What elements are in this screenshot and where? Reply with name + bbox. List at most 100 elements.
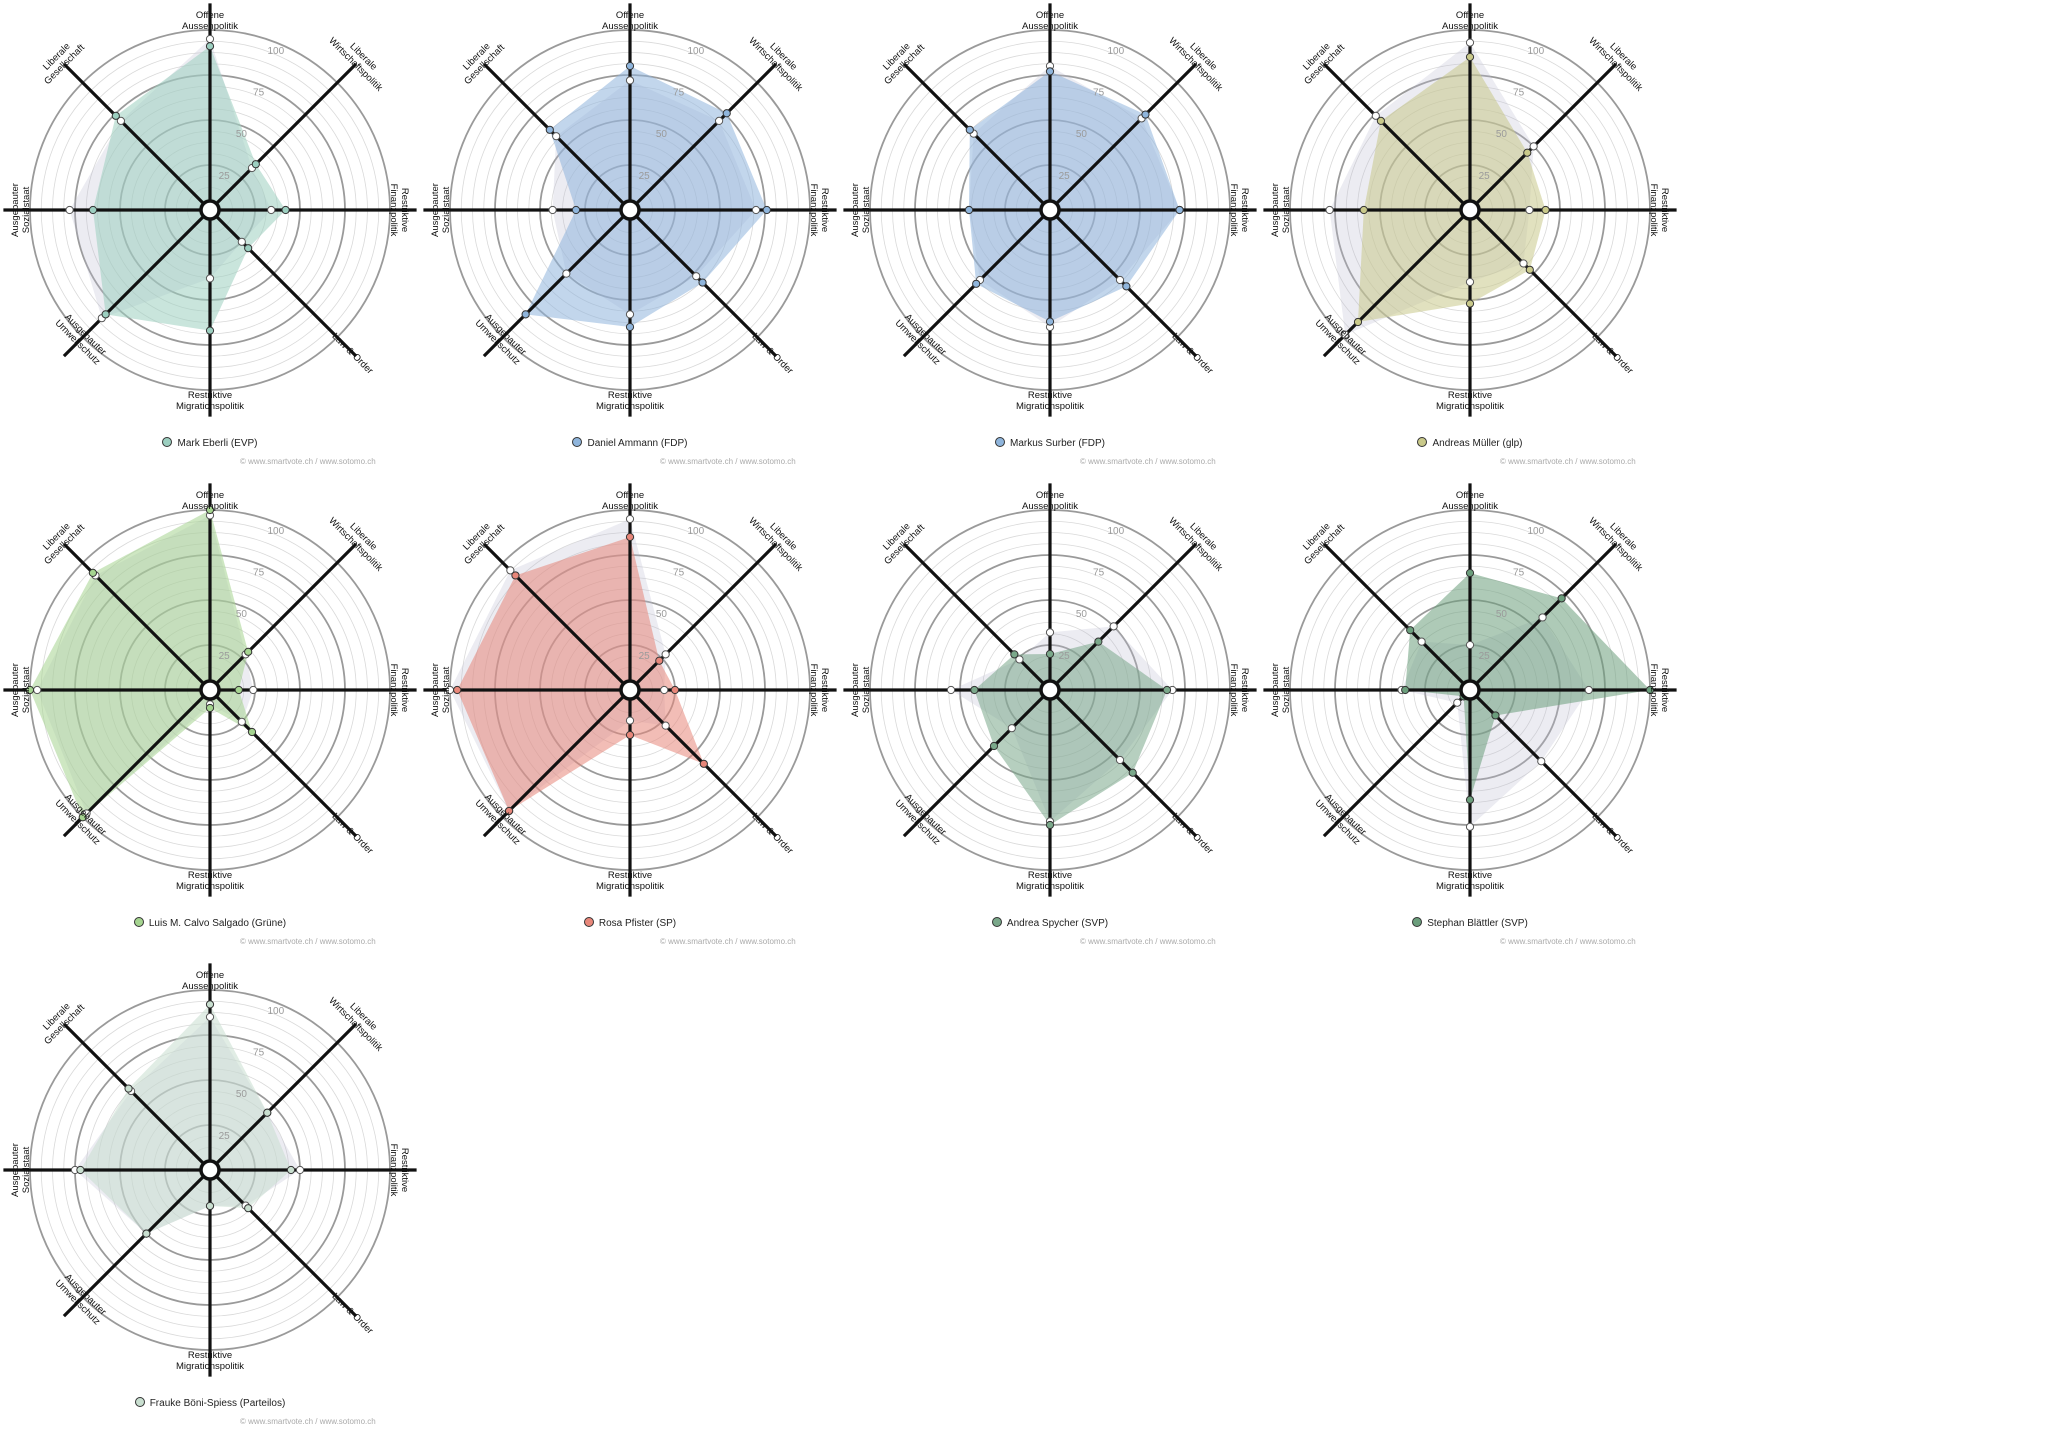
tick-label: 75 [253,1048,265,1059]
axis-label: Law & Order [1590,331,1635,376]
radar-chart-panel: 25 50 75 100 Offene Aussenpolitik Liberale Wirt… [840,0,1260,470]
radar-chart-panel: 25 50 75 100 Offene Aussenpolitik Liberale Wirt… [0,0,420,470]
candidate-point [453,685,462,695]
candidate-point [670,685,680,695]
comparison-point [249,685,258,695]
axis-label-line: Offene [616,490,644,501]
source-credit: © www.smartvote.ch / www.sotomo.ch [1080,457,1216,466]
tick-label: 75 [1513,88,1525,99]
comparison-point [562,269,571,278]
legend-swatch [1417,437,1428,447]
candidate-point [244,647,253,656]
axis-line [62,1167,213,1318]
candidate-point [965,125,974,134]
axis-line [1047,542,1198,693]
center-hub [1459,199,1481,221]
comparison-point [237,717,246,726]
legend-swatch [1412,917,1423,927]
candidate-area [1405,573,1650,800]
axis-label-line: Ausgebauter [850,183,861,237]
axis-label: Ausgebauter Sozialstaat [1270,183,1292,237]
center-hub [619,199,641,221]
axis-label-line: Law & Order [330,331,375,376]
center-hub [1039,199,1061,221]
tick-label: 75 [253,568,265,579]
candidate-point [698,278,707,287]
comparison-point [1115,275,1125,285]
axis-label-line: Offene [196,490,224,501]
source-credit: © www.smartvote.ch / www.sotomo.ch [660,937,796,946]
legend-entry: Rosa Pfister (SP) [420,917,840,929]
tick-label: 25 [219,171,231,182]
axis-label-line: Sozialstaat [21,666,32,713]
axis-line [1322,687,1473,838]
comparison-point [1417,637,1426,646]
axis-label-line: Aussenpolitik [1442,21,1498,32]
source-credit: © www.smartvote.ch / www.sotomo.ch [240,457,376,466]
tick-label: 25 [1479,171,1491,182]
comparison-point [1529,142,1538,151]
legend-label: Daniel Ammann (FDP) [587,438,688,449]
candidate-point [1406,626,1415,635]
axis-label-line: Restriktive [1239,668,1250,712]
source-credit: © www.smartvote.ch / www.sotomo.ch [1500,937,1636,946]
axis-label-line: Offene [1456,490,1484,501]
candidate-point [251,160,260,169]
axis-label: Law & Order [1170,331,1215,376]
legend-label: Rosa Pfister (SP) [598,918,677,929]
tick-label: 75 [1093,568,1105,579]
axis-line [1322,62,1473,213]
comparison-point [205,34,215,44]
tick-label: 50 [656,609,668,620]
axis-line [207,207,358,358]
tick-label: 100 [1527,526,1544,537]
comparison-point [1341,330,1350,339]
candidate-point [511,571,520,580]
axis-label-line: Restriktive [819,188,830,232]
candidate-point [722,109,731,118]
legend-entry: Frauke Böni-Spiess (Parteilos) [0,1397,420,1409]
candidate-point [111,111,120,120]
candidate-area [457,537,704,811]
axis-label: Law & Order [1590,811,1635,856]
candidate-point [625,322,635,332]
legend-label: Frauke Böni-Spiess (Parteilos) [149,1398,286,1409]
axis-label-line: Restriktive [188,390,232,401]
comparison-point [552,132,561,141]
candidate-point [1465,568,1475,578]
legend-entry: Luis M. Calvo Salgado (Grüne) [0,917,420,929]
candidate-point [1557,594,1566,603]
comparison-point [1325,205,1334,215]
radar-chart-panel: 25 50 75 100 Offene Aussenpolitik Liberale Wirt… [0,480,420,950]
candidate-point [972,279,981,288]
axis-label: Ausgebauter Sozialstaat [430,663,452,717]
tick-label: 100 [267,526,284,537]
axis-label-line: Law & Order [1590,331,1635,376]
axis-label-line: Restriktive [188,870,232,881]
center-hub [1459,679,1481,701]
tick-label: 50 [1076,129,1088,140]
comparison-point [625,514,635,524]
candidate-point [281,205,290,215]
tick-label: 75 [1093,88,1105,99]
candidate-area [1357,57,1546,323]
axis-label-line: Restriktive [399,1148,410,1192]
candidate-point [205,326,215,335]
tick-label: 50 [236,129,248,140]
candidate-point [205,1000,215,1009]
comparison-point [661,650,670,659]
comparison-point [1465,640,1475,650]
axis-label: Ausgebauter Sozialstaat [430,183,452,237]
axis-line [62,1022,213,1173]
axis-label: Law & Order [330,811,375,856]
tick-label: 100 [687,526,704,537]
legend-entry: Andrea Spycher (SVP) [840,917,1260,929]
axis-label-line: Ausgebauter [430,183,441,237]
